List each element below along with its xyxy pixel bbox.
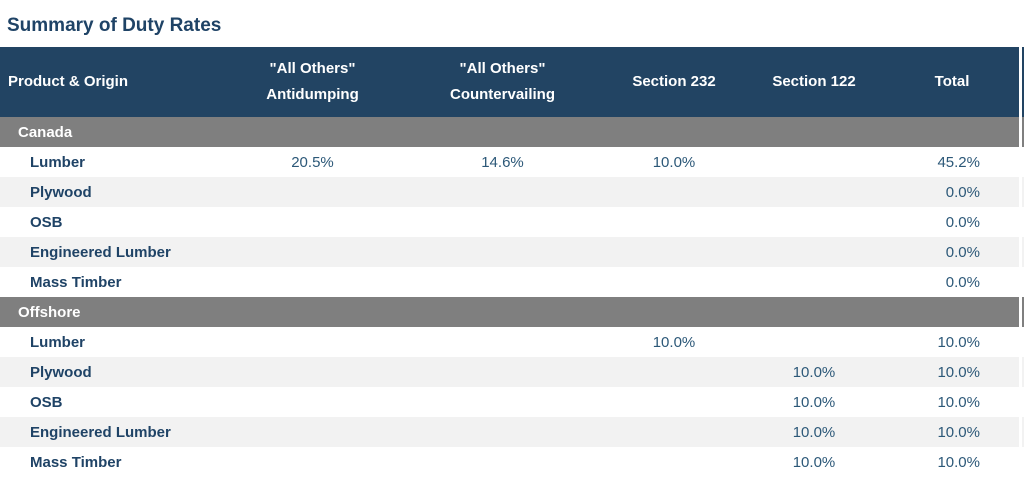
- total-cell: 0.0%: [880, 237, 1024, 267]
- section-232-cell: [600, 177, 748, 207]
- section-122-cell: [748, 327, 880, 357]
- section-122-cell: [748, 207, 880, 237]
- table-row: Lumber 20.5% 14.6% 10.0% 45.2%: [0, 147, 1024, 177]
- product-cell: Mass Timber: [30, 273, 122, 291]
- table-row: Engineered Lumber 0.0%: [0, 237, 1024, 267]
- product-cell: Lumber: [30, 153, 86, 171]
- section-122-cell: [748, 177, 880, 207]
- countervailing-cell: 14.6%: [481, 153, 524, 171]
- header-line: Section 232: [632, 73, 716, 90]
- duty-rates-table: Product & Origin "All Others" Antidumpin…: [0, 47, 1024, 477]
- section-232-cell: [600, 237, 748, 267]
- total-cell: 10.0%: [937, 453, 980, 471]
- total-cell: 0.0%: [945, 213, 980, 231]
- antidumping-cell: [220, 207, 405, 237]
- header-row: Product & Origin "All Others" Antidumpin…: [0, 47, 1024, 117]
- antidumping-cell: [220, 357, 405, 387]
- table-row: OSB 0.0%: [0, 207, 1024, 237]
- section-232-cell: [600, 387, 748, 417]
- countervailing-cell: [405, 447, 600, 477]
- antidumping-cell: [220, 327, 405, 357]
- page-title: Summary of Duty Rates: [7, 15, 222, 36]
- column-header-section-232: Section 232: [600, 47, 748, 117]
- section-122-cell: 10.0%: [748, 417, 880, 447]
- section-122-cell: 10.0%: [792, 453, 836, 471]
- section-232-cell: [600, 357, 748, 387]
- section-232-cell: 10.0%: [652, 333, 696, 351]
- countervailing-cell: [405, 177, 600, 207]
- product-cell: Plywood: [0, 177, 220, 207]
- countervailing-cell: [405, 357, 600, 387]
- section-122-cell: 10.0%: [792, 393, 836, 411]
- section-label: Offshore: [0, 297, 1024, 327]
- product-cell: Lumber: [30, 333, 86, 351]
- antidumping-cell: [220, 237, 405, 267]
- section-122-cell: 10.0%: [748, 357, 880, 387]
- total-cell: 10.0%: [880, 357, 1024, 387]
- section-232-cell: [600, 417, 748, 447]
- section-122-cell: [748, 267, 880, 297]
- section-232-cell: 10.0%: [652, 153, 696, 171]
- total-cell: 10.0%: [880, 417, 1024, 447]
- total-cell: 10.0%: [937, 333, 980, 351]
- section-122-cell: [748, 147, 880, 177]
- product-cell: Engineered Lumber: [0, 417, 220, 447]
- column-header-countervailing: "All Others" Countervailing: [405, 47, 600, 117]
- section-band-canada: Canada: [0, 117, 1024, 147]
- table-row: Plywood 0.0%: [0, 177, 1024, 207]
- product-cell: OSB: [30, 213, 63, 231]
- section-label: Canada: [0, 117, 1024, 147]
- header-line: "All Others": [459, 60, 546, 77]
- product-cell: OSB: [30, 393, 63, 411]
- total-cell: 45.2%: [937, 153, 980, 171]
- header-line: Total: [934, 73, 970, 90]
- column-gridline: [1019, 47, 1022, 477]
- antidumping-cell: [220, 387, 405, 417]
- total-cell: 10.0%: [937, 393, 980, 411]
- total-cell: 0.0%: [945, 273, 980, 291]
- antidumping-cell: [220, 177, 405, 207]
- table-row: Mass Timber 0.0%: [0, 267, 1024, 297]
- table-row: Engineered Lumber 10.0% 10.0%: [0, 417, 1024, 447]
- product-cell: Mass Timber: [30, 453, 122, 471]
- product-cell: Plywood: [0, 357, 220, 387]
- countervailing-cell: [405, 327, 600, 357]
- table-row: Lumber 10.0% 10.0%: [0, 327, 1024, 357]
- countervailing-cell: [405, 237, 600, 267]
- section-232-cell: [600, 207, 748, 237]
- section-band-offshore: Offshore: [0, 297, 1024, 327]
- header-line: Section 122: [772, 73, 856, 90]
- countervailing-cell: [405, 207, 600, 237]
- table-row: Mass Timber 10.0% 10.0%: [0, 447, 1024, 477]
- antidumping-cell: [220, 267, 405, 297]
- product-cell: Engineered Lumber: [0, 237, 220, 267]
- header-line: Countervailing: [449, 86, 555, 103]
- header-line: Antidumping: [266, 86, 359, 103]
- column-header-section-122: Section 122: [748, 47, 880, 117]
- header-line: Product & Origin: [8, 73, 128, 90]
- countervailing-cell: [405, 417, 600, 447]
- column-header-antidumping: "All Others" Antidumping: [220, 47, 405, 117]
- section-232-cell: [600, 267, 748, 297]
- antidumping-cell: [220, 417, 405, 447]
- countervailing-cell: [405, 267, 600, 297]
- section-122-cell: [748, 237, 880, 267]
- table-row: OSB 10.0% 10.0%: [0, 387, 1024, 417]
- header-line: "All Others": [269, 60, 356, 77]
- antidumping-cell: 20.5%: [291, 153, 334, 171]
- antidumping-cell: [220, 447, 405, 477]
- section-232-cell: [600, 447, 748, 477]
- total-cell: 0.0%: [880, 177, 1024, 207]
- countervailing-cell: [405, 387, 600, 417]
- column-header-product-origin: Product & Origin: [0, 47, 220, 117]
- column-header-total: Total: [880, 47, 1024, 117]
- table-row: Plywood 10.0% 10.0%: [0, 357, 1024, 387]
